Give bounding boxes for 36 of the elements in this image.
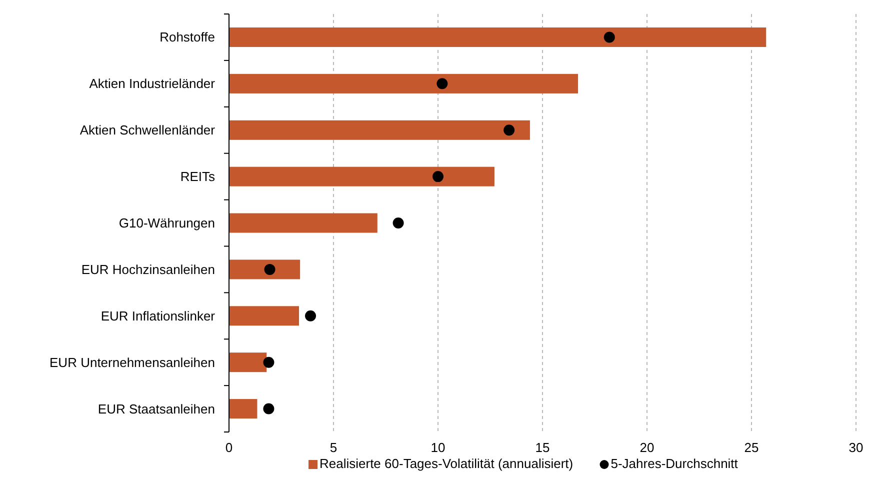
- point: [432, 171, 444, 182]
- point: [604, 32, 615, 43]
- bar: [229, 27, 766, 47]
- x-tick-label: 20: [640, 440, 654, 455]
- y-tick-label: EUR Inflationslinker: [100, 308, 216, 324]
- bar: [229, 352, 267, 372]
- bar: [229, 399, 258, 419]
- bar: [229, 260, 300, 280]
- point: [263, 403, 274, 414]
- x-tick-label: 30: [848, 440, 864, 455]
- x-tick-label: 5: [330, 440, 338, 455]
- point: [436, 78, 448, 90]
- bar: [229, 213, 378, 233]
- y-tick-label: REITs: [180, 169, 216, 184]
- y-tick-label: EUR Unternehmensanleihen: [50, 354, 215, 370]
- x-tick-label: 25: [744, 440, 759, 455]
- y-tick-label: G10-Währungen: [118, 216, 215, 230]
- x-tick-label: 15: [535, 440, 550, 455]
- y-tick-label: Rohstoffe: [160, 30, 215, 45]
- point: [392, 218, 404, 228]
- y-tick-label: EUR Hochzinsanleihen: [81, 262, 215, 277]
- legend-label: Realisierte 60-Tages-Volatilität (annualisiert): [320, 456, 574, 471]
- point: [305, 310, 316, 322]
- bar: [229, 306, 300, 326]
- x-tick-label: 0: [225, 440, 233, 455]
- y-tick-label: EUR Staatsanleihen: [98, 401, 215, 416]
- point: [264, 264, 276, 275]
- bar: [229, 166, 494, 186]
- y-tick-label: Aktien Schwellenländer: [80, 122, 216, 138]
- y-tick-label: Aktien Industrieländer: [89, 76, 216, 92]
- bar: [229, 74, 578, 94]
- point: [504, 124, 515, 136]
- x-tick-label: 10: [430, 440, 446, 455]
- legend-label: 5-Jahres-Durchschnitt: [610, 456, 738, 471]
- bar: [229, 120, 530, 140]
- point: [263, 356, 274, 368]
